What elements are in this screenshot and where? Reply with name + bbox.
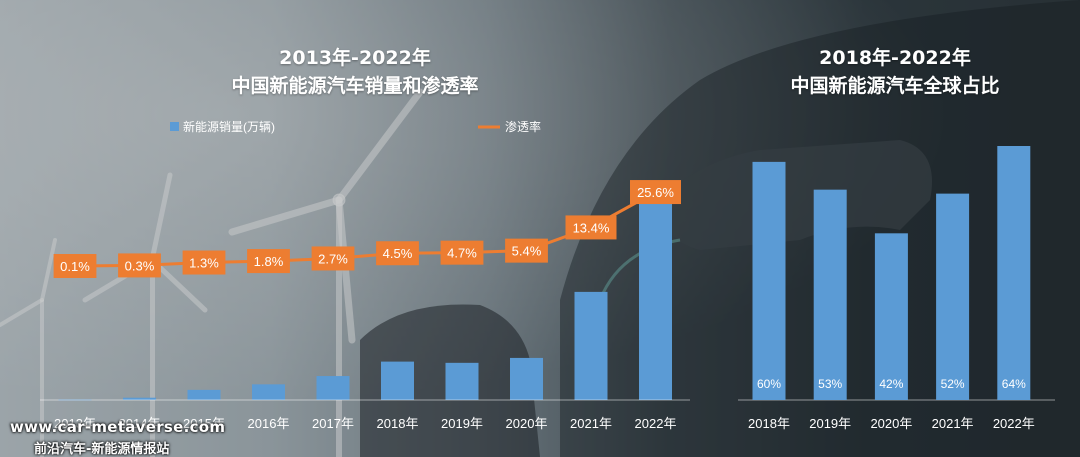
left-x-tick-label: 2014年	[119, 416, 161, 431]
right-x-tick-label: 2021年	[932, 416, 974, 431]
left-x-tick-label: 2013年	[54, 416, 96, 431]
sales-bar	[187, 389, 221, 400]
sales-bar	[316, 376, 350, 400]
penetration-label: 0.3%	[125, 258, 155, 273]
left-x-tick-label: 2016年	[248, 416, 290, 431]
penetration-line	[74, 190, 657, 268]
share-bar	[813, 189, 847, 400]
share-bar	[752, 161, 786, 400]
left-chart-title-line1: 2013年-2022年	[279, 47, 431, 69]
sales-bar	[252, 384, 285, 400]
left-chart-title-line2: 中国新能源汽车销量和渗透率	[231, 75, 479, 97]
legend-bar-label: 新能源销量(万辆)	[183, 119, 275, 134]
penetration-label-box	[505, 238, 548, 263]
penetration-label: 5.4%	[512, 244, 542, 259]
right-x-tick-label: 2018年	[748, 416, 790, 431]
left-x-tick-label: 2018年	[377, 416, 419, 431]
sales-bar	[381, 361, 414, 400]
right-chart-title-line2: 中国新能源汽车全球占比	[790, 75, 1000, 97]
share-value-label: 42%	[879, 377, 903, 391]
sales-bar	[445, 362, 479, 400]
share-bar	[874, 233, 908, 400]
sales-bar	[510, 357, 543, 400]
penetration-label: 2.7%	[318, 251, 348, 266]
legend-bar-swatch	[170, 122, 179, 131]
sales-bar	[123, 397, 156, 400]
penetration-label-box	[118, 253, 161, 278]
left-x-tick-label: 2021年	[570, 416, 612, 431]
penetration-label: 13.4%	[573, 220, 610, 235]
penetration-label-box	[182, 250, 226, 275]
penetration-label-box	[630, 180, 681, 205]
left-x-tick-label: 2015年	[183, 416, 225, 431]
right-x-tick-label: 2020年	[870, 416, 912, 431]
penetration-label: 1.8%	[254, 254, 284, 269]
watermark-name: 前沿汽车-新能源情报站	[34, 442, 170, 457]
right-chart-title: 2018年-2022年 中国新能源汽车全球占比	[745, 44, 1045, 100]
left-x-tick-label: 2020年	[506, 416, 548, 431]
penetration-label-box	[311, 246, 355, 271]
watermark-url: www.car-metaverse.com	[10, 418, 226, 436]
penetration-label-box	[440, 240, 484, 265]
left-x-tick-label: 2017年	[312, 416, 354, 431]
right-x-tick-label: 2022年	[993, 416, 1035, 431]
penetration-label-box	[53, 254, 97, 278]
left-x-tick-label: 2022年	[635, 416, 677, 431]
right-x-tick-label: 2019年	[809, 416, 851, 431]
share-bar	[997, 146, 1031, 400]
penetration-label-box	[565, 215, 617, 240]
left-x-tick-label: 2019年	[441, 416, 483, 431]
left-chart-title: 2013年-2022年 中国新能源汽车销量和渗透率	[195, 44, 515, 100]
penetration-label-box	[247, 249, 290, 274]
share-value-label: 53%	[818, 377, 842, 391]
penetration-label-box	[376, 241, 419, 266]
penetration-label: 0.1%	[60, 259, 90, 274]
share-bar	[936, 193, 970, 400]
share-value-label: 64%	[1002, 377, 1026, 391]
legend-line-label: 渗透率	[505, 119, 541, 134]
penetration-label: 4.7%	[447, 246, 477, 261]
sales-bar	[574, 291, 608, 400]
right-chart-title-line1: 2018年-2022年	[819, 47, 971, 69]
penetration-label: 25.6%	[637, 185, 674, 200]
share-value-label: 52%	[941, 377, 965, 391]
penetration-label: 1.3%	[189, 256, 219, 271]
penetration-label: 4.5%	[383, 246, 413, 261]
share-value-label: 60%	[757, 377, 781, 391]
sales-bar	[639, 188, 672, 400]
